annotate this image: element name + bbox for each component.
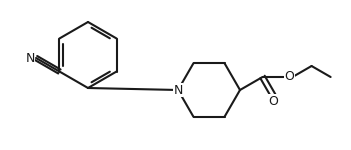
Text: N: N <box>173 84 183 96</box>
Text: N: N <box>25 52 35 66</box>
Text: O: O <box>269 94 278 108</box>
Text: O: O <box>285 70 294 84</box>
